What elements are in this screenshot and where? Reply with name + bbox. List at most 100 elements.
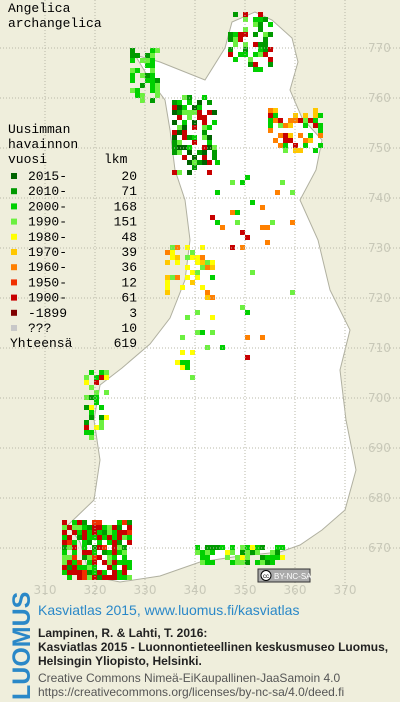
observation-cell xyxy=(187,115,192,120)
observation-cell xyxy=(77,565,82,570)
legend-label: 1900- xyxy=(28,291,67,306)
observation-cell xyxy=(202,155,207,160)
observation-cell xyxy=(77,575,82,580)
legend-label: 2000- xyxy=(28,199,67,214)
observation-cell xyxy=(207,135,212,140)
observation-cell xyxy=(288,138,293,143)
observation-cell xyxy=(150,63,155,68)
observation-cell xyxy=(89,405,94,410)
observation-cell xyxy=(263,32,268,37)
observation-cell xyxy=(89,395,94,400)
legend-total: 619 xyxy=(114,336,137,351)
legend-count: 61 xyxy=(121,291,137,306)
observation-cell xyxy=(205,265,210,270)
observation-cell xyxy=(260,205,265,210)
observation-cell xyxy=(250,550,255,555)
observation-cell xyxy=(298,133,303,138)
observation-cell xyxy=(89,410,94,415)
license-url: https://creativecommons.org/licenses/by-… xyxy=(38,685,344,699)
observation-cell xyxy=(172,170,177,175)
observation-cell xyxy=(210,215,215,220)
observation-cell xyxy=(197,160,202,165)
observation-cell xyxy=(72,555,77,560)
observation-cell xyxy=(84,380,89,385)
easting-label: 360 xyxy=(284,583,307,597)
observation-cell xyxy=(72,565,77,570)
observation-cell xyxy=(238,32,243,37)
observation-cell xyxy=(200,555,205,560)
observation-cell xyxy=(225,550,230,555)
badge-icon xyxy=(260,570,272,581)
legend-label: ??? xyxy=(28,321,51,336)
northing-label: 670 xyxy=(368,541,391,555)
observation-cell xyxy=(195,260,200,265)
observation-cell xyxy=(268,22,273,27)
observation-cell xyxy=(253,32,258,37)
legend-header: lkm xyxy=(104,152,128,167)
observation-cell xyxy=(117,575,122,580)
observation-cell xyxy=(187,100,192,105)
observation-cell xyxy=(258,17,263,22)
observation-cell xyxy=(67,540,72,545)
legend-total-label: Yhteensä xyxy=(10,336,73,351)
observation-cell xyxy=(180,335,185,340)
observation-cell xyxy=(238,52,243,57)
cc-badge: cc BY-NC-SA xyxy=(257,568,312,583)
badge-box xyxy=(257,568,311,583)
observation-cell xyxy=(94,400,99,405)
northing-label: 760 xyxy=(368,91,391,105)
legend-count: 39 xyxy=(121,245,137,260)
observation-cell xyxy=(212,110,217,115)
observation-cell xyxy=(293,113,298,118)
observation-cell xyxy=(112,525,117,530)
observation-cell xyxy=(248,57,253,62)
observation-cell xyxy=(145,78,150,83)
observation-cell xyxy=(112,570,117,575)
observation-cell xyxy=(140,83,145,88)
observation-cell xyxy=(250,200,255,205)
observation-cell xyxy=(150,78,155,83)
observation-cell xyxy=(84,395,89,400)
observation-cell xyxy=(263,42,268,47)
legend-swatch xyxy=(11,233,17,240)
observation-cell xyxy=(130,58,135,63)
observation-cell xyxy=(260,335,265,340)
observation-cell xyxy=(200,560,205,565)
observation-cell xyxy=(112,575,117,580)
observation-cell xyxy=(240,230,245,235)
observation-cell xyxy=(122,535,127,540)
observation-cell xyxy=(82,570,87,575)
northing-label: 720 xyxy=(368,291,391,305)
observation-cell xyxy=(82,530,87,535)
observation-cell xyxy=(260,560,265,565)
observation-cell xyxy=(175,260,180,265)
observation-cell xyxy=(187,160,192,165)
observation-cell xyxy=(192,140,197,145)
license-text: Creative Commons Nimeä-EiKaupallinen-Jaa… xyxy=(38,671,340,685)
legend-label: 1970- xyxy=(28,245,67,260)
easting-label: 310 xyxy=(34,583,57,597)
observation-cell xyxy=(182,105,187,110)
legend-count: 10 xyxy=(121,321,137,336)
species-name: Angelica xyxy=(8,1,71,16)
observation-cell xyxy=(99,405,104,410)
logo: LUOMUS xyxy=(8,592,36,700)
badge-cc: cc xyxy=(263,574,269,580)
observation-cell xyxy=(99,415,104,420)
legend-swatch xyxy=(11,279,17,286)
observation-cell xyxy=(182,130,187,135)
observation-cell xyxy=(210,545,215,550)
observation-cell xyxy=(172,100,177,105)
observation-cell xyxy=(185,245,190,250)
observation-cell xyxy=(202,120,207,125)
observation-cell xyxy=(187,135,192,140)
observation-cell xyxy=(92,570,97,575)
observation-cell xyxy=(112,555,117,560)
observation-cell xyxy=(62,550,67,555)
observation-cell xyxy=(155,48,160,53)
observation-cell xyxy=(228,47,233,52)
observation-cell xyxy=(215,545,220,550)
observation-cell xyxy=(155,83,160,88)
observation-cell xyxy=(278,133,283,138)
observation-cell xyxy=(283,138,288,143)
